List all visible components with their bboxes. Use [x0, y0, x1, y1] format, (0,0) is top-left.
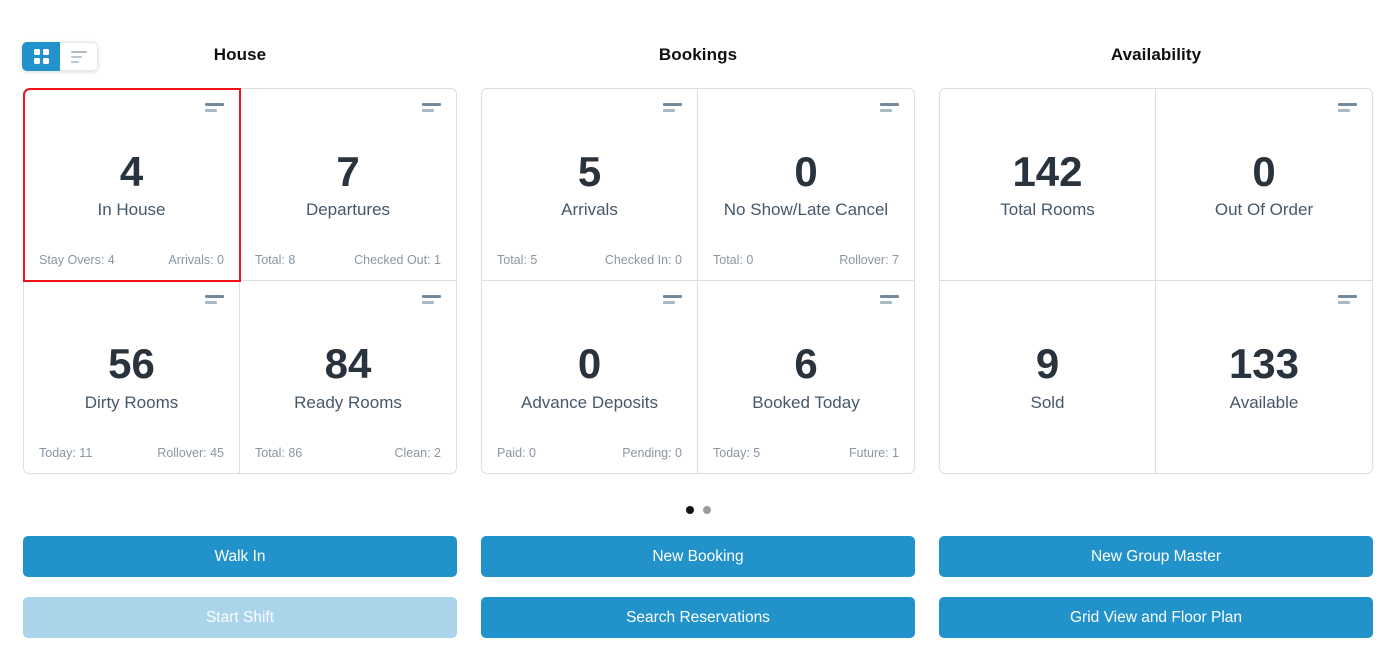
walk-in-button[interactable]: Walk In [23, 536, 457, 577]
card-no-show-late-cancel[interactable]: 0 No Show/Late Cancel Total: 0 Rollover:… [698, 89, 914, 281]
section-headers: House Bookings Availability [23, 45, 1373, 65]
card-label: Booked Today [752, 392, 860, 412]
section-house: 4 In House Stay Overs: 4 Arrivals: 0 7 D… [23, 88, 457, 474]
card-stat-left: Total: 8 [255, 253, 296, 267]
card-label: Departures [305, 200, 391, 220]
card-stat-left: Stay Overs: 4 [39, 253, 115, 267]
card-stat-left: Total: 5 [497, 253, 538, 267]
card-value: 0 [1252, 147, 1276, 195]
bars-icon[interactable] [1338, 295, 1357, 304]
new-group-master-button[interactable]: New Group Master [939, 536, 1373, 577]
carousel-dots [23, 506, 1373, 514]
card-label: Dirty Rooms [84, 392, 179, 412]
card-label: Available [1229, 392, 1299, 412]
card-stat-right: Checked In: 0 [604, 253, 682, 267]
card-booked-today[interactable]: 6 Booked Today Today: 5 Future: 1 [698, 281, 914, 473]
card-stat-left: Paid: 0 [497, 446, 536, 460]
bars-icon[interactable] [422, 103, 441, 112]
card-sections: 4 In House Stay Overs: 4 Arrivals: 0 7 D… [23, 88, 1373, 474]
card-stat-left: Today: 5 [713, 446, 761, 460]
card-label: No Show/Late Cancel [723, 200, 889, 220]
bars-icon[interactable] [880, 103, 899, 112]
carousel-dot-2[interactable] [702, 506, 711, 514]
view-toggle [22, 42, 98, 71]
card-stat-right: Future: 1 [848, 446, 899, 460]
card-value: 142 [1012, 147, 1083, 195]
card-label: In House [97, 200, 166, 220]
card-label: Total Rooms [1000, 200, 1095, 220]
card-total-rooms[interactable]: 142 Total Rooms [940, 89, 1156, 281]
start-shift-button[interactable]: Start Shift [23, 597, 457, 638]
action-buttons: Walk In New Booking New Group Master Sta… [23, 536, 1373, 638]
bars-icon[interactable] [205, 295, 224, 304]
card-label: Ready Rooms [294, 392, 402, 412]
card-value: 6 [794, 340, 818, 388]
card-stat-right: Rollover: 45 [157, 446, 224, 460]
section-availability: 142 Total Rooms 0 Out Of Order 9 Sold [939, 88, 1373, 474]
card-stat-right: Pending: 0 [622, 446, 682, 460]
card-value: 4 [119, 147, 144, 195]
card-value: 7 [336, 147, 360, 195]
card-out-of-order[interactable]: 0 Out Of Order [1156, 89, 1372, 281]
card-value: 133 [1228, 340, 1300, 388]
card-ready-rooms[interactable]: 84 Ready Rooms Total: 86 Clean: 2 [240, 281, 456, 473]
card-stat-left: Today: 11 [39, 446, 93, 460]
bars-icon[interactable] [663, 103, 682, 112]
card-value: 56 [108, 340, 155, 388]
card-stat-right: Arrivals: 0 [168, 253, 224, 267]
bars-icon[interactable] [205, 103, 224, 112]
section-title-availability: Availability [1110, 45, 1202, 64]
card-stat-right: Clean: 2 [394, 446, 441, 460]
new-booking-button[interactable]: New Booking [481, 536, 915, 577]
card-advance-deposits[interactable]: 0 Advance Deposits Paid: 0 Pending: 0 [482, 281, 698, 473]
section-title-bookings: Bookings [658, 45, 738, 64]
grid-view-floor-plan-button[interactable]: Grid View and Floor Plan [939, 597, 1373, 638]
list-view-button[interactable] [60, 42, 98, 71]
section-bookings: 5 Arrivals Total: 5 Checked In: 0 0 No S… [481, 88, 915, 474]
bars-icon[interactable] [1338, 103, 1357, 112]
card-dirty-rooms[interactable]: 56 Dirty Rooms Today: 11 Rollover: 45 [24, 281, 240, 473]
section-title-house: House [213, 45, 267, 64]
card-stat-right: Rollover: 7 [839, 253, 899, 267]
card-value: 5 [577, 147, 602, 195]
grid-view-button[interactable] [22, 42, 60, 71]
card-value: 84 [324, 340, 372, 388]
card-label: Advance Deposits [520, 392, 659, 412]
bars-icon[interactable] [880, 295, 899, 304]
card-arrivals[interactable]: 5 Arrivals Total: 5 Checked In: 0 [482, 89, 698, 281]
card-stat-right: Checked Out: 1 [354, 253, 441, 267]
bars-icon[interactable] [422, 295, 441, 304]
carousel-dot-1[interactable] [685, 506, 694, 514]
bars-icon[interactable] [663, 295, 682, 304]
card-stat-left: Total: 86 [255, 446, 303, 460]
card-value: 0 [794, 147, 818, 195]
card-label: Arrivals [561, 200, 618, 220]
card-value: 9 [1035, 340, 1060, 388]
card-departures[interactable]: 7 Departures Total: 8 Checked Out: 1 [240, 89, 456, 281]
card-sold[interactable]: 9 Sold [940, 281, 1156, 473]
card-value: 0 [577, 340, 602, 388]
card-label: Sold [1030, 392, 1065, 412]
card-in-house[interactable]: 4 In House Stay Overs: 4 Arrivals: 0 [23, 88, 241, 282]
card-available[interactable]: 133 Available [1156, 281, 1372, 473]
card-label: Out Of Order [1214, 200, 1314, 220]
list-view-icon [70, 50, 87, 63]
card-stat-left: Total: 0 [713, 253, 754, 267]
search-reservations-button[interactable]: Search Reservations [481, 597, 915, 638]
grid-view-icon [33, 49, 49, 64]
